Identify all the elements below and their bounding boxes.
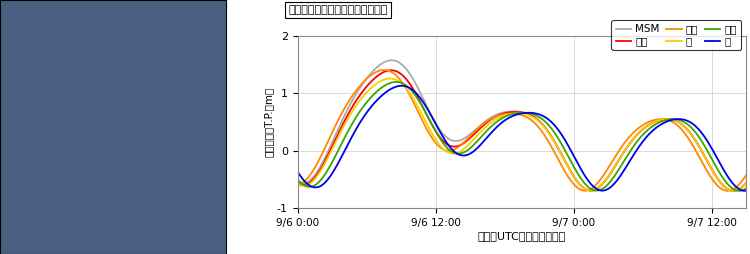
X-axis label: 時刻（UTC：協定世界時）: 時刻（UTC：協定世界時） xyxy=(478,231,566,241)
Y-axis label: 予測潮位（T.P.＋m）: 予測潮位（T.P.＋m） xyxy=(264,87,274,157)
Text: 対象地点：志布志湾（鹿児島県）: 対象地点：志布志湾（鹿児島県） xyxy=(289,5,388,15)
Legend: MSM, 中心, 速い, 右, 遅い, 左: MSM, 中心, 速い, 右, 遅い, 左 xyxy=(611,20,741,51)
